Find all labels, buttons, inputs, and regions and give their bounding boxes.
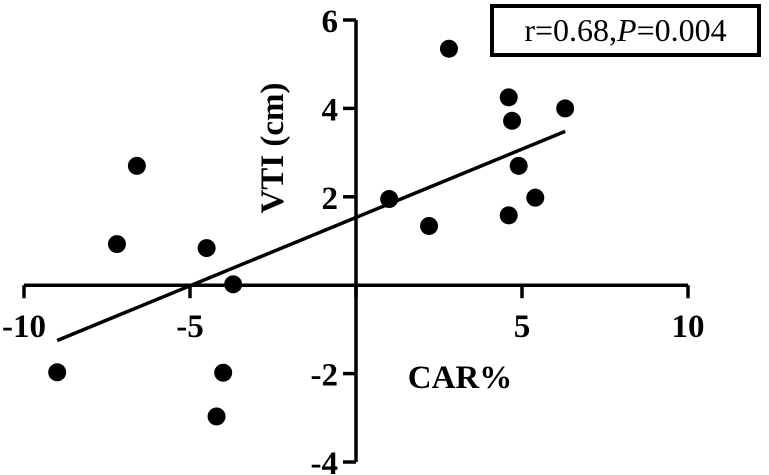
data-point [214, 363, 233, 382]
data-point [127, 156, 146, 175]
y-tick-label: 2 [322, 181, 339, 217]
data-point [197, 239, 216, 258]
tick-marks [22, 18, 690, 464]
tick-labels: -10 -5 5 10 -4 -2 2 4 6 [2, 4, 705, 475]
data-point [420, 216, 439, 235]
y-axis-label: VTI (cm) [255, 82, 291, 213]
x-tick-label: -10 [2, 309, 46, 345]
data-point [207, 407, 226, 426]
x-tick-label: 10 [672, 309, 705, 345]
data-point [107, 235, 126, 254]
regression-line [56, 129, 566, 343]
data-point [556, 99, 575, 118]
y-tick-label: 4 [322, 92, 339, 128]
data-point [509, 156, 528, 175]
data-points [48, 39, 575, 426]
x-tick-label: -5 [176, 309, 204, 345]
data-point [499, 88, 518, 107]
p-symbol: P [617, 12, 637, 48]
x-tick-label: 5 [514, 309, 531, 345]
data-point [48, 363, 67, 382]
correlation-text: r=0.68, [524, 12, 618, 48]
stats-annotation: r=0.68, P =0.004 [490, 4, 761, 57]
data-point [439, 39, 458, 58]
data-point [503, 111, 522, 130]
data-point [526, 188, 545, 207]
data-point [499, 206, 518, 225]
x-axis-label: CAR% [408, 360, 513, 396]
p-value-text: =0.004 [636, 12, 727, 48]
data-point [380, 190, 399, 209]
data-point [224, 275, 243, 294]
y-tick-label: -2 [311, 358, 339, 394]
y-tick-label: -4 [311, 446, 339, 475]
y-tick-label: 6 [322, 4, 339, 40]
